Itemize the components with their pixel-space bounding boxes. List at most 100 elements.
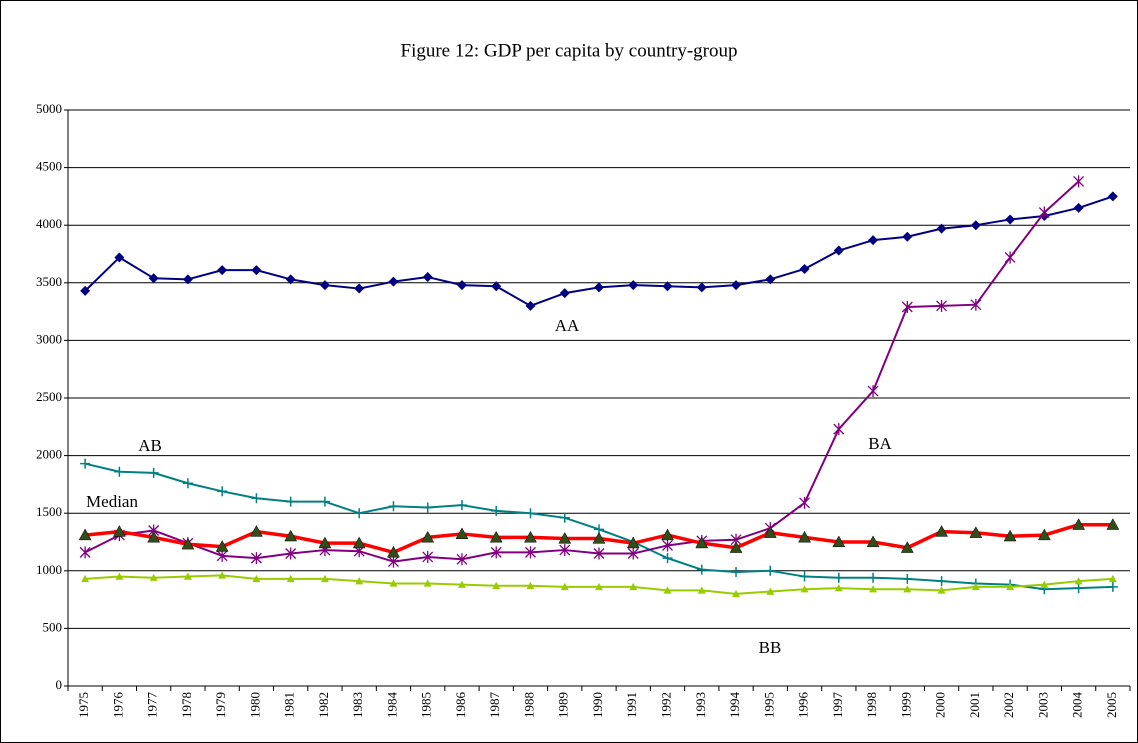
point (285, 274, 296, 285)
x-tick-label: 2003 (1035, 692, 1050, 718)
point (387, 545, 400, 558)
x-tick-label: 1993 (693, 692, 708, 718)
x-tick-label: 1986 (453, 692, 468, 719)
x-tick-label: 1991 (624, 692, 639, 718)
point (217, 265, 228, 276)
point (216, 549, 228, 562)
point (286, 574, 295, 583)
point (866, 535, 880, 548)
point (251, 493, 262, 504)
point (251, 265, 262, 276)
point (525, 546, 536, 559)
series-line (84, 180, 1080, 563)
y-tick-label: 5000 (36, 101, 62, 116)
point (215, 540, 229, 552)
point (1037, 528, 1051, 541)
x-tick-label: 2001 (967, 692, 982, 718)
point (456, 553, 468, 566)
point (525, 508, 536, 519)
point (661, 528, 674, 541)
point (765, 274, 776, 285)
point (799, 263, 810, 274)
point (696, 564, 707, 575)
point (249, 525, 263, 537)
point (1040, 580, 1049, 588)
point (731, 566, 742, 577)
point (592, 532, 606, 544)
point (695, 536, 709, 549)
point (833, 572, 844, 583)
x-tick-label: 1982 (316, 692, 331, 718)
point (936, 576, 947, 587)
point (422, 502, 433, 513)
point (662, 553, 673, 564)
point (114, 252, 125, 263)
y-tick-label: 1500 (36, 504, 62, 519)
point (1072, 518, 1086, 530)
point (1073, 202, 1084, 213)
point (901, 300, 913, 313)
point (560, 582, 569, 591)
point (524, 530, 537, 543)
x-tick-label: 1992 (659, 692, 674, 718)
point (766, 587, 775, 595)
point (354, 283, 365, 294)
x-tick-label: 1976 (110, 692, 125, 719)
point (319, 496, 330, 507)
series-label: AA (555, 316, 580, 335)
x-tick-label: 1990 (590, 692, 605, 718)
point (112, 525, 126, 537)
point (526, 581, 535, 589)
point (729, 541, 743, 553)
x-tick-label: 1981 (282, 692, 297, 718)
point (285, 547, 297, 560)
point (1003, 529, 1017, 542)
point (455, 527, 469, 539)
y-tick-label: 4000 (36, 216, 62, 231)
x-tick-label: 1994 (727, 692, 742, 719)
point (559, 544, 571, 557)
point (1004, 251, 1016, 264)
point (731, 280, 742, 291)
x-tick-label: 1995 (761, 692, 776, 718)
point (902, 231, 913, 242)
point (595, 582, 603, 591)
point (1106, 518, 1120, 530)
point (80, 285, 91, 296)
point (1073, 583, 1084, 594)
point (662, 281, 673, 292)
x-tick-label: 2000 (933, 692, 948, 718)
point (252, 574, 261, 583)
point (115, 572, 124, 580)
point (832, 535, 846, 548)
point (491, 281, 502, 292)
point (1074, 577, 1083, 585)
y-tick-label: 4500 (36, 159, 62, 174)
point (250, 552, 262, 565)
point (181, 537, 195, 550)
point (627, 547, 639, 560)
x-tick-label: 1998 (864, 692, 879, 718)
point (217, 486, 228, 497)
x-tick-label: 1983 (350, 692, 365, 718)
x-tick-label: 2004 (1070, 692, 1085, 719)
point (285, 496, 296, 507)
point (696, 282, 707, 293)
x-tick-label: 1984 (384, 692, 399, 719)
point (490, 546, 502, 559)
point (489, 530, 503, 543)
point (629, 582, 638, 591)
point (732, 589, 741, 598)
x-tick-label: 1988 (521, 692, 536, 718)
point (558, 532, 572, 544)
point (903, 585, 912, 593)
y-tick-label: 3000 (36, 331, 62, 346)
x-tick-label: 1989 (556, 692, 571, 718)
point (594, 282, 604, 293)
point (900, 541, 914, 553)
x-tick-label: 1985 (419, 692, 434, 718)
point (182, 274, 193, 285)
x-tick-label: 1997 (830, 692, 845, 719)
point (525, 300, 536, 311)
